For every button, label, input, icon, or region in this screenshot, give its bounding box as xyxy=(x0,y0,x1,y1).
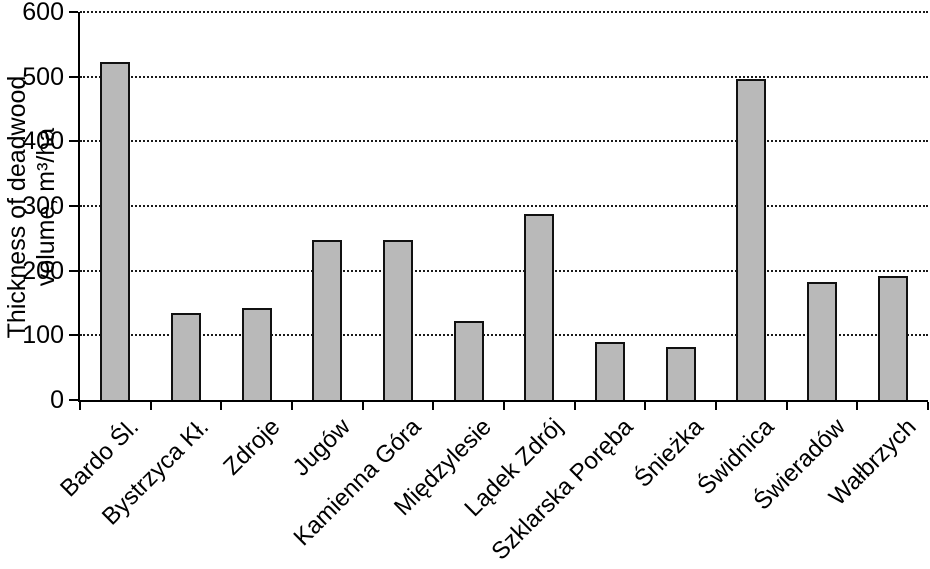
bar xyxy=(877,275,908,400)
y-tick-label: 300 xyxy=(22,192,64,220)
y-tick-label: 200 xyxy=(22,256,64,285)
bar xyxy=(383,239,413,400)
x-category-label: Jugów xyxy=(287,413,356,482)
x-axis-tick xyxy=(927,402,929,410)
x-axis-tick xyxy=(220,402,223,410)
y-tick-label: 100 xyxy=(22,321,64,350)
bar xyxy=(100,62,131,400)
bar xyxy=(807,282,837,400)
x-axis-tick xyxy=(432,402,435,410)
y-tick-label: 500 xyxy=(22,62,64,91)
y-tick-label: 600 xyxy=(22,0,64,27)
x-axis-tick xyxy=(503,402,505,410)
bar xyxy=(171,312,201,400)
x-axis-tick xyxy=(79,402,81,410)
y-axis-tick xyxy=(69,269,78,272)
bar xyxy=(736,79,767,400)
x-axis-tick xyxy=(785,402,788,410)
x-category-label: Kamienna Góra xyxy=(288,413,427,552)
bar xyxy=(665,346,696,400)
y-axis-tick xyxy=(69,205,78,207)
gridline xyxy=(80,75,928,78)
bar xyxy=(312,239,343,400)
gridline xyxy=(80,140,928,143)
y-axis-tick xyxy=(69,399,78,401)
x-axis-tick xyxy=(573,402,576,410)
bar xyxy=(241,308,272,400)
y-tick-label: 400 xyxy=(22,127,64,156)
gridline xyxy=(80,334,928,337)
y-axis-tick xyxy=(69,140,78,143)
bar xyxy=(524,214,555,400)
y-axis-tick xyxy=(69,11,78,14)
x-axis-tick xyxy=(856,402,859,410)
x-axis-tick xyxy=(149,402,152,410)
y-axis-tick xyxy=(69,334,78,337)
gridline xyxy=(80,11,928,14)
y-tick-label: 0 xyxy=(50,386,64,414)
y-axis-tick xyxy=(69,75,78,78)
plot-area xyxy=(69,11,929,410)
bar xyxy=(595,341,625,400)
bar xyxy=(453,321,484,400)
x-axis-tick xyxy=(715,402,717,410)
x-category-label: Zdroje xyxy=(217,413,286,481)
gridline xyxy=(80,269,928,272)
gridline xyxy=(80,205,928,207)
x-axis-tick xyxy=(291,402,293,410)
x-axis-tick xyxy=(644,402,647,410)
x-axis-tick xyxy=(361,402,364,410)
